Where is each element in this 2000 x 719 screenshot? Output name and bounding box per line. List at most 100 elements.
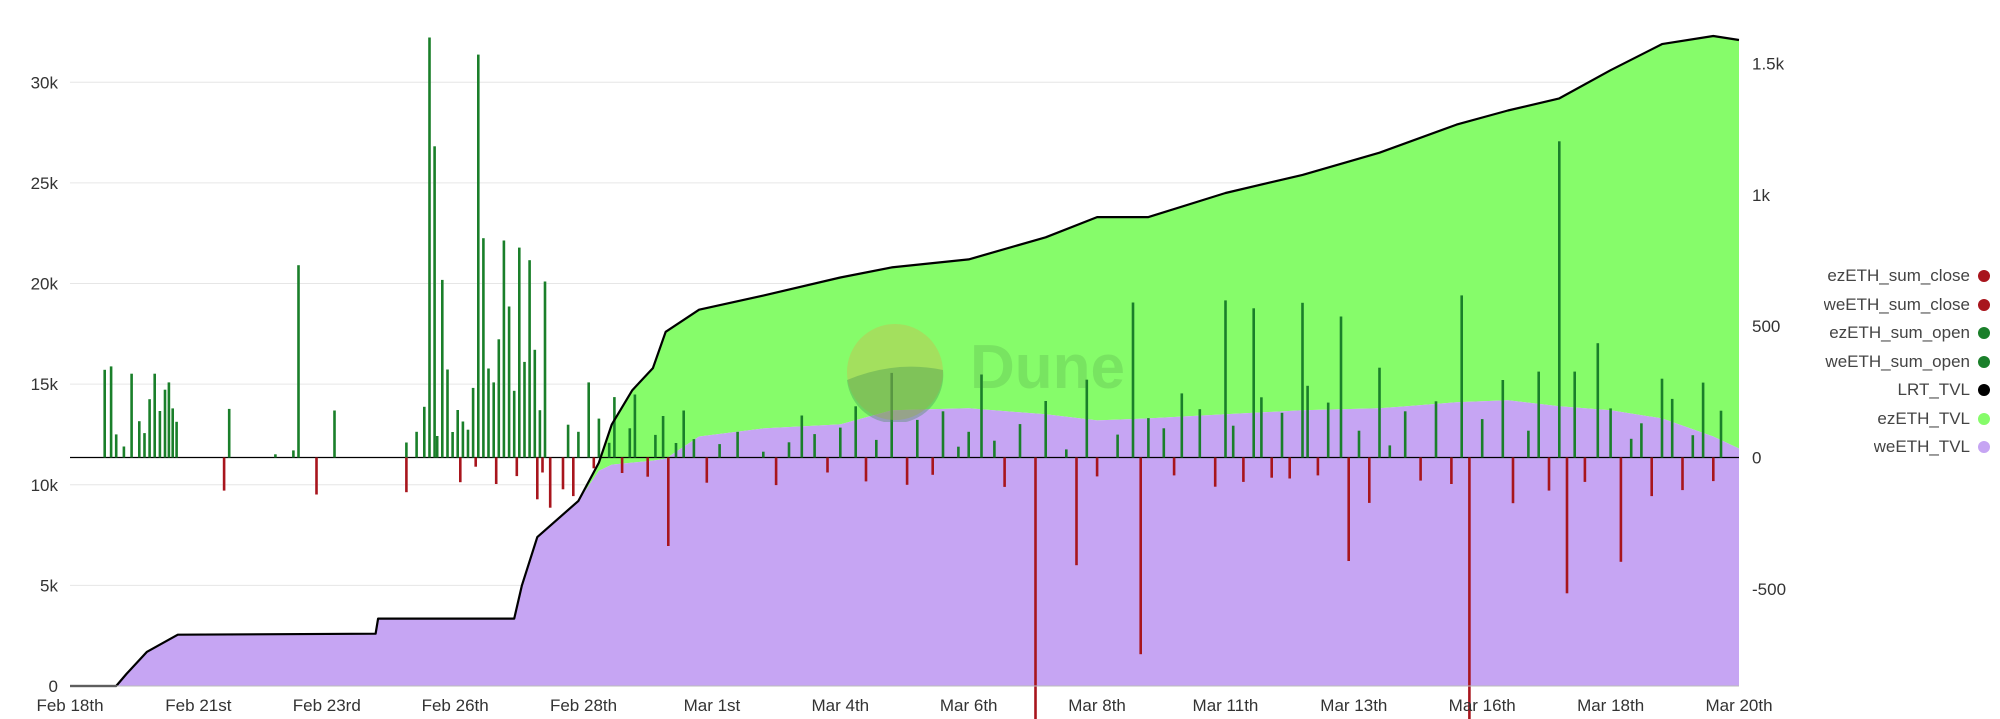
open-bar bbox=[492, 382, 495, 458]
close-bar bbox=[1213, 457, 1217, 487]
open-bar bbox=[1085, 379, 1089, 458]
close-bar bbox=[459, 457, 462, 483]
open-bar bbox=[736, 431, 739, 458]
open-bar bbox=[980, 374, 983, 458]
open-bar bbox=[1719, 410, 1723, 458]
y-left-tick-label: 5k bbox=[40, 576, 58, 595]
open-bar bbox=[628, 428, 632, 458]
open-bar bbox=[674, 443, 678, 458]
legend-item[interactable]: LRT_TVL bbox=[1800, 376, 1990, 405]
open-bar bbox=[1573, 371, 1576, 458]
close-bar bbox=[667, 457, 670, 546]
close-bar bbox=[1034, 457, 1037, 719]
open-bar bbox=[502, 240, 506, 458]
legend-label: weETH_sum_close bbox=[1823, 294, 1970, 314]
open-bar bbox=[1252, 308, 1255, 458]
close-bar bbox=[536, 457, 539, 500]
close-bar bbox=[646, 457, 649, 477]
legend-item[interactable]: ezETH_sum_open bbox=[1800, 319, 1990, 348]
close-bar bbox=[548, 457, 552, 508]
open-bar bbox=[633, 394, 637, 458]
x-tick-label: Feb 26th bbox=[422, 696, 489, 715]
x-tick-label: Feb 23rd bbox=[293, 696, 361, 715]
open-bar bbox=[1460, 295, 1463, 458]
open-bar bbox=[1131, 302, 1135, 458]
open-bar bbox=[466, 429, 470, 458]
close-bar bbox=[1288, 457, 1291, 479]
open-bar bbox=[1537, 371, 1540, 458]
open-bar bbox=[405, 442, 408, 458]
open-bar bbox=[654, 434, 657, 458]
x-tick-label: Mar 6th bbox=[940, 696, 998, 715]
open-bar bbox=[528, 260, 531, 458]
x-tick-label: Mar 16th bbox=[1449, 696, 1516, 715]
open-bar bbox=[451, 432, 454, 458]
open-bar bbox=[471, 387, 475, 458]
open-bar bbox=[718, 444, 721, 458]
open-bar bbox=[163, 389, 167, 458]
y-left-tick-label: 20k bbox=[31, 275, 59, 294]
open-bar bbox=[497, 339, 501, 458]
legend-swatch bbox=[1978, 270, 1990, 283]
open-bar bbox=[1065, 449, 1068, 458]
close-bar bbox=[1139, 457, 1142, 655]
close-bar bbox=[1681, 457, 1684, 491]
open-bar bbox=[441, 279, 444, 458]
open-bar bbox=[227, 408, 231, 458]
close-bar bbox=[561, 457, 565, 490]
legend-item[interactable]: ezETH_TVL bbox=[1800, 405, 1990, 434]
open-bar bbox=[1306, 385, 1309, 458]
open-bar bbox=[682, 410, 685, 458]
open-bar bbox=[1670, 398, 1674, 458]
legend-item[interactable]: ezETH_sum_close bbox=[1800, 262, 1990, 291]
open-bar bbox=[122, 446, 126, 458]
open-bar bbox=[1501, 380, 1505, 458]
open-bar bbox=[114, 434, 118, 458]
open-bar bbox=[1434, 401, 1438, 458]
close-bar bbox=[592, 457, 596, 469]
open-bar bbox=[130, 373, 133, 458]
close-bar bbox=[1316, 457, 1320, 476]
legend-item[interactable]: weETH_sum_open bbox=[1800, 348, 1990, 377]
close-bar bbox=[931, 457, 934, 475]
close-bar bbox=[494, 457, 498, 484]
open-bar bbox=[1691, 435, 1695, 458]
area-layer bbox=[70, 36, 1739, 686]
open-bar bbox=[143, 433, 146, 458]
open-bar bbox=[1596, 343, 1600, 458]
open-bar bbox=[1403, 411, 1407, 458]
open-bar bbox=[916, 419, 919, 458]
close-bar bbox=[1619, 457, 1623, 562]
close-bar bbox=[1450, 457, 1453, 484]
flow-layer bbox=[70, 37, 1739, 719]
open-bar bbox=[762, 451, 765, 458]
open-bar bbox=[1301, 302, 1304, 458]
close-bar bbox=[315, 457, 318, 495]
open-bar bbox=[109, 366, 113, 458]
open-bar bbox=[523, 361, 526, 458]
open-bar bbox=[1044, 401, 1047, 458]
legend-label: weETH_sum_open bbox=[1825, 351, 1970, 371]
close-bar bbox=[620, 457, 624, 473]
legend-item[interactable]: weETH_sum_close bbox=[1800, 291, 1990, 320]
open-bar bbox=[1162, 428, 1166, 458]
open-bar bbox=[1260, 397, 1263, 458]
open-bar bbox=[1701, 382, 1705, 458]
legend-item[interactable]: weETH_TVL bbox=[1800, 433, 1990, 462]
axis-layer: 0 5k 10k 15k 20k 25k 30k -500 0 500 1k 1.5k Feb 18th… bbox=[31, 55, 1786, 715]
open-bar bbox=[292, 450, 295, 458]
y-left-tick-label: 25k bbox=[31, 174, 59, 193]
close-bar bbox=[222, 457, 226, 491]
open-bar bbox=[597, 418, 601, 458]
open-bar bbox=[1629, 438, 1633, 458]
y-right-tick-label: -500 bbox=[1752, 580, 1786, 599]
legend-label: LRT_TVL bbox=[1897, 380, 1970, 400]
open-bar bbox=[661, 416, 665, 458]
y-right-tick-label: 0 bbox=[1752, 448, 1761, 467]
open-bar bbox=[538, 410, 542, 458]
legend-swatch bbox=[1978, 298, 1990, 311]
close-bar bbox=[1511, 457, 1515, 504]
open-bar bbox=[875, 439, 878, 458]
close-bar bbox=[705, 457, 709, 483]
